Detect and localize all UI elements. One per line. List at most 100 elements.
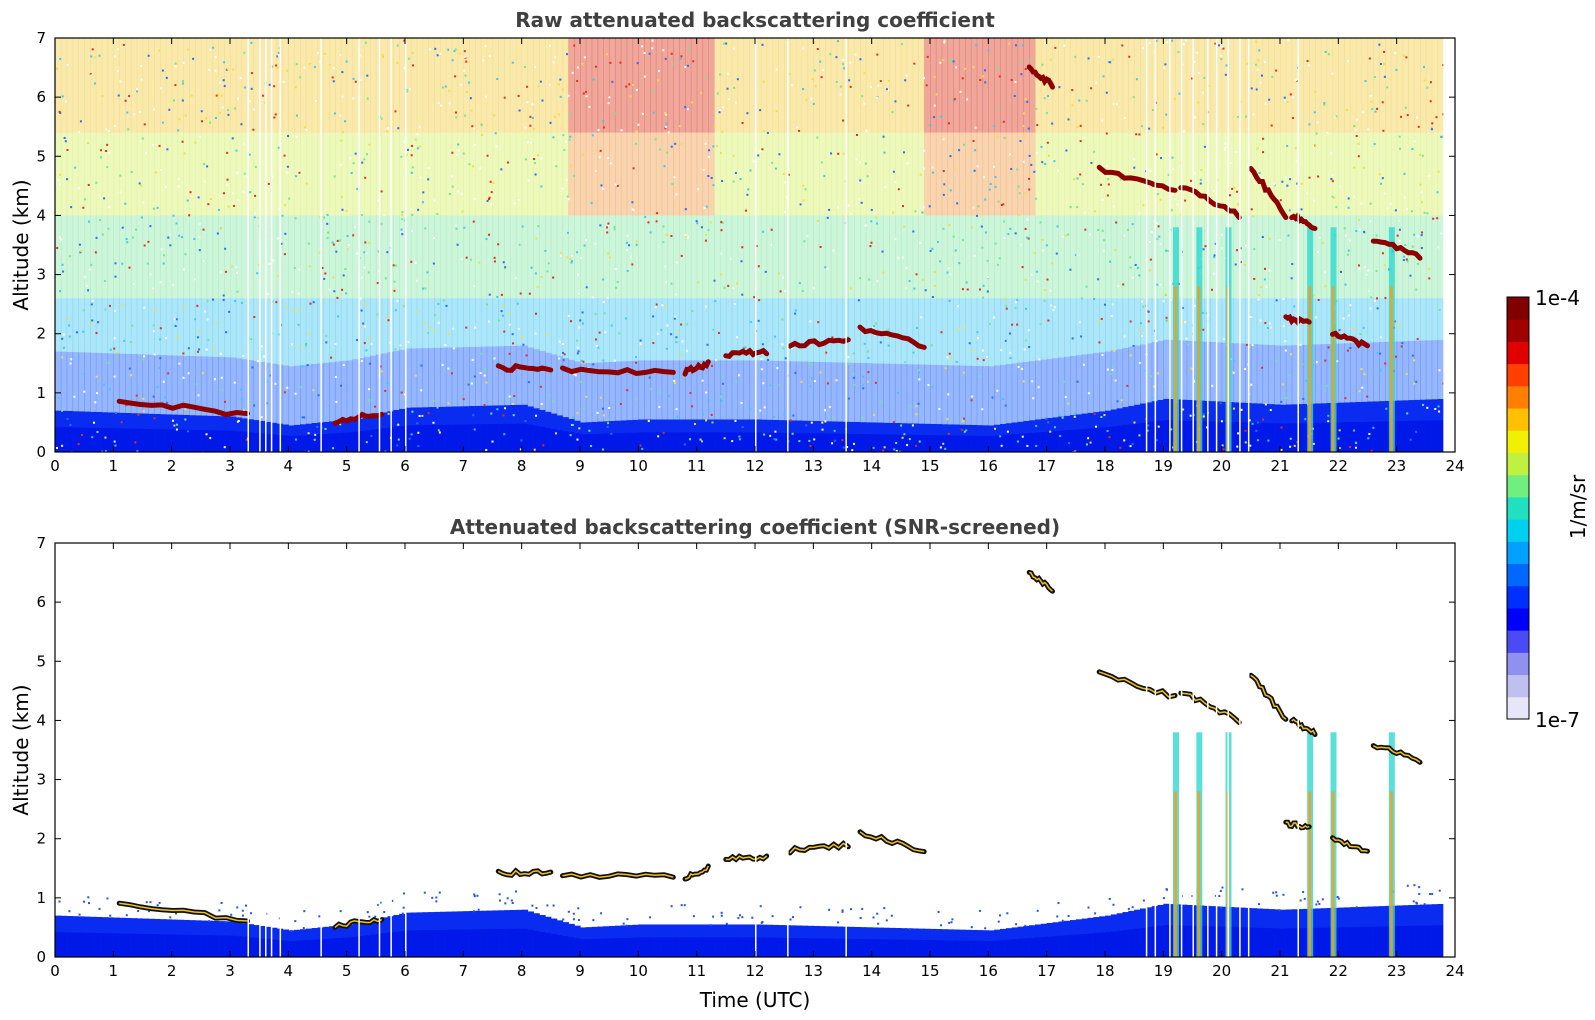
noise-speck	[61, 95, 64, 98]
boundary-layer-core	[795, 433, 803, 452]
noise-speck	[318, 915, 321, 918]
noise-speck	[135, 228, 138, 231]
noise-speck	[903, 151, 906, 154]
noise-zone	[1163, 215, 1170, 299]
noise-speck	[566, 256, 569, 259]
noise-zone	[778, 360, 785, 421]
noise-speck	[1146, 310, 1149, 313]
noise-speck	[387, 412, 390, 415]
noise-speck	[365, 441, 368, 444]
noise-speck	[287, 135, 290, 138]
noise-speck	[558, 340, 561, 343]
noise-zone	[988, 215, 995, 299]
noise-speck	[1035, 107, 1038, 110]
noise-speck	[361, 276, 364, 279]
noise-speck	[152, 207, 155, 210]
noise-speck	[1021, 435, 1024, 438]
noise-speck	[594, 65, 597, 68]
boundary-layer-core	[1040, 432, 1048, 452]
noise-speck	[468, 163, 471, 166]
noise-speck	[1079, 124, 1082, 127]
noise-speck	[1202, 248, 1205, 251]
noise-speck	[1131, 276, 1134, 279]
noise-zone	[1320, 132, 1328, 216]
noise-speck	[153, 309, 156, 312]
noise-speck	[537, 225, 540, 228]
noise-speck	[872, 916, 875, 919]
noise-speck	[1363, 230, 1366, 233]
noise-speck	[1258, 903, 1261, 906]
noise-zone	[1215, 132, 1223, 216]
noise-speck	[483, 404, 486, 407]
noise-speck	[433, 199, 436, 202]
noise-zone	[871, 215, 879, 299]
noise-speck	[178, 362, 181, 365]
noise-zone	[877, 363, 884, 423]
noise-speck	[313, 65, 316, 68]
noise-zone	[574, 361, 581, 421]
noise-speck	[419, 176, 422, 179]
noise-speck	[1428, 277, 1431, 280]
noise-zone	[405, 132, 412, 216]
noise-speck	[734, 172, 737, 175]
noise-zone	[101, 38, 109, 133]
noise-speck	[1069, 268, 1072, 271]
noise-zone	[247, 215, 254, 299]
noise-zone	[830, 215, 838, 299]
noise-speck	[1404, 244, 1407, 247]
noise-zone	[160, 38, 167, 133]
noise-zone	[253, 132, 260, 216]
noise-speck	[500, 310, 503, 313]
noise-speck	[670, 282, 673, 285]
noise-speck	[976, 165, 979, 168]
noise-speck	[175, 428, 178, 431]
noise-zone	[165, 215, 173, 299]
noise-zone	[440, 38, 447, 133]
noise-speck	[1093, 210, 1096, 213]
noise-zone	[55, 38, 62, 133]
noise-speck	[976, 214, 979, 217]
noise-speck	[457, 190, 460, 193]
noise-speck	[438, 891, 441, 894]
noise-speck	[416, 133, 419, 136]
noise-speck	[814, 85, 817, 88]
noise-speck	[691, 405, 694, 408]
noise-zone	[1303, 38, 1310, 133]
noise-zone	[113, 132, 120, 216]
noise-speck	[59, 173, 62, 176]
noise-speck	[480, 133, 483, 136]
noise-speck	[1076, 380, 1079, 383]
boundary-layer-core	[1064, 430, 1071, 452]
noise-speck	[206, 299, 209, 302]
noise-speck	[847, 336, 850, 339]
panel1-title: Raw attenuated backscattering coefficien…	[515, 8, 995, 32]
noise-zone	[685, 38, 692, 133]
noise-speck	[1019, 60, 1022, 63]
noise-zone	[574, 298, 581, 362]
noise-speck	[1367, 437, 1370, 440]
noise-speck	[1258, 171, 1261, 174]
noise-speck	[654, 306, 657, 309]
noise-speck	[891, 111, 894, 114]
boundary-layer-core	[410, 425, 418, 452]
noise-speck	[1438, 309, 1441, 312]
noise-speck	[965, 281, 968, 284]
boundary-layer-core	[300, 940, 307, 957]
noise-speck	[1265, 286, 1268, 289]
noise-speck	[403, 39, 406, 42]
noise-speck	[198, 348, 201, 351]
boundary-layer-core	[84, 427, 91, 452]
boundary-layer-core	[778, 937, 785, 957]
noise-speck	[569, 135, 572, 138]
noise-speck	[1371, 107, 1374, 110]
noise-speck	[1331, 72, 1334, 75]
boundary-layer-core	[230, 430, 237, 452]
noise-speck	[1248, 419, 1251, 422]
noise-speck	[652, 315, 655, 318]
noise-zone	[632, 215, 639, 299]
noise-speck	[294, 392, 297, 395]
noise-speck	[360, 359, 363, 362]
noise-speck	[1106, 368, 1109, 371]
noise-speck	[465, 256, 468, 259]
noise-speck	[639, 339, 642, 342]
